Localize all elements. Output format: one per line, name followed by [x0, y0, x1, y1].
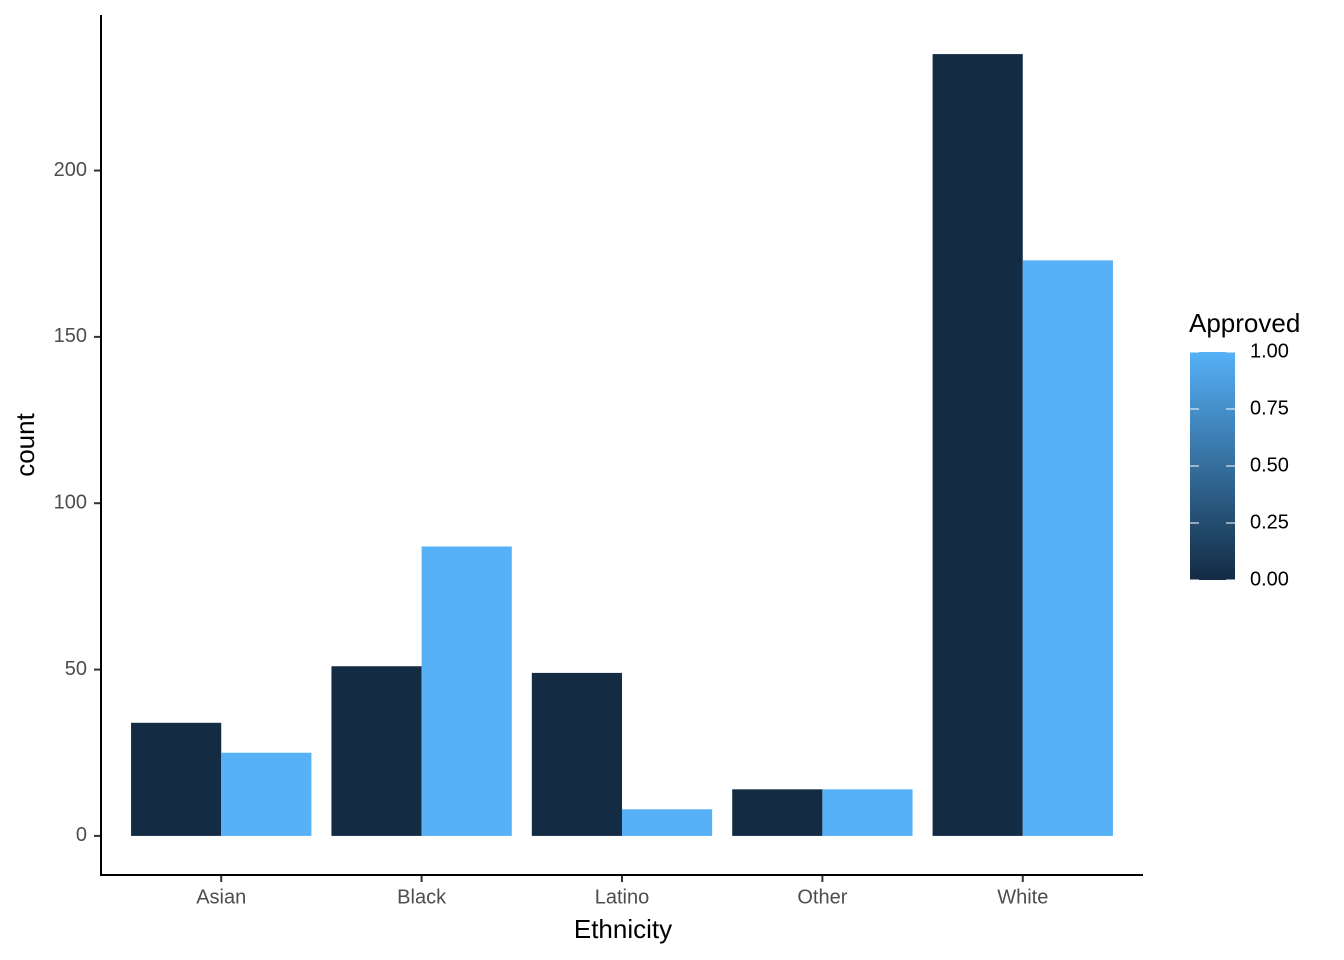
x-tick-label: Latino — [595, 886, 650, 908]
legend-title: Approved — [1189, 308, 1300, 338]
x-tick-label: Asian — [196, 886, 246, 908]
bar — [622, 809, 713, 836]
legend-tick-label: 1.00 — [1250, 340, 1289, 362]
y-tick-label: 200 — [54, 159, 87, 181]
y-tick-label: 50 — [65, 658, 87, 680]
legend-tick-label: 0.75 — [1250, 397, 1289, 419]
bar — [131, 722, 222, 836]
bar — [1022, 260, 1113, 836]
bar — [932, 54, 1023, 836]
legend-tick-label: 0.50 — [1250, 454, 1289, 476]
y-tick-label: 100 — [54, 492, 87, 514]
y-tick-label: 0 — [76, 824, 87, 846]
bar — [421, 546, 512, 836]
bar — [822, 789, 913, 836]
bar — [221, 752, 312, 836]
x-tick-label: Black — [397, 886, 447, 908]
y-tick-label: 150 — [54, 325, 87, 347]
bar — [531, 672, 622, 836]
legend-tick-label: 0.00 — [1250, 568, 1289, 590]
x-axis-title: Ethnicity — [574, 914, 672, 944]
legend-tick-label: 0.25 — [1250, 511, 1289, 533]
x-tick-label: Other — [797, 886, 847, 908]
bar — [331, 666, 422, 836]
bar — [732, 789, 823, 836]
x-tick-label: White — [997, 886, 1048, 908]
y-axis-title: count — [10, 412, 40, 476]
